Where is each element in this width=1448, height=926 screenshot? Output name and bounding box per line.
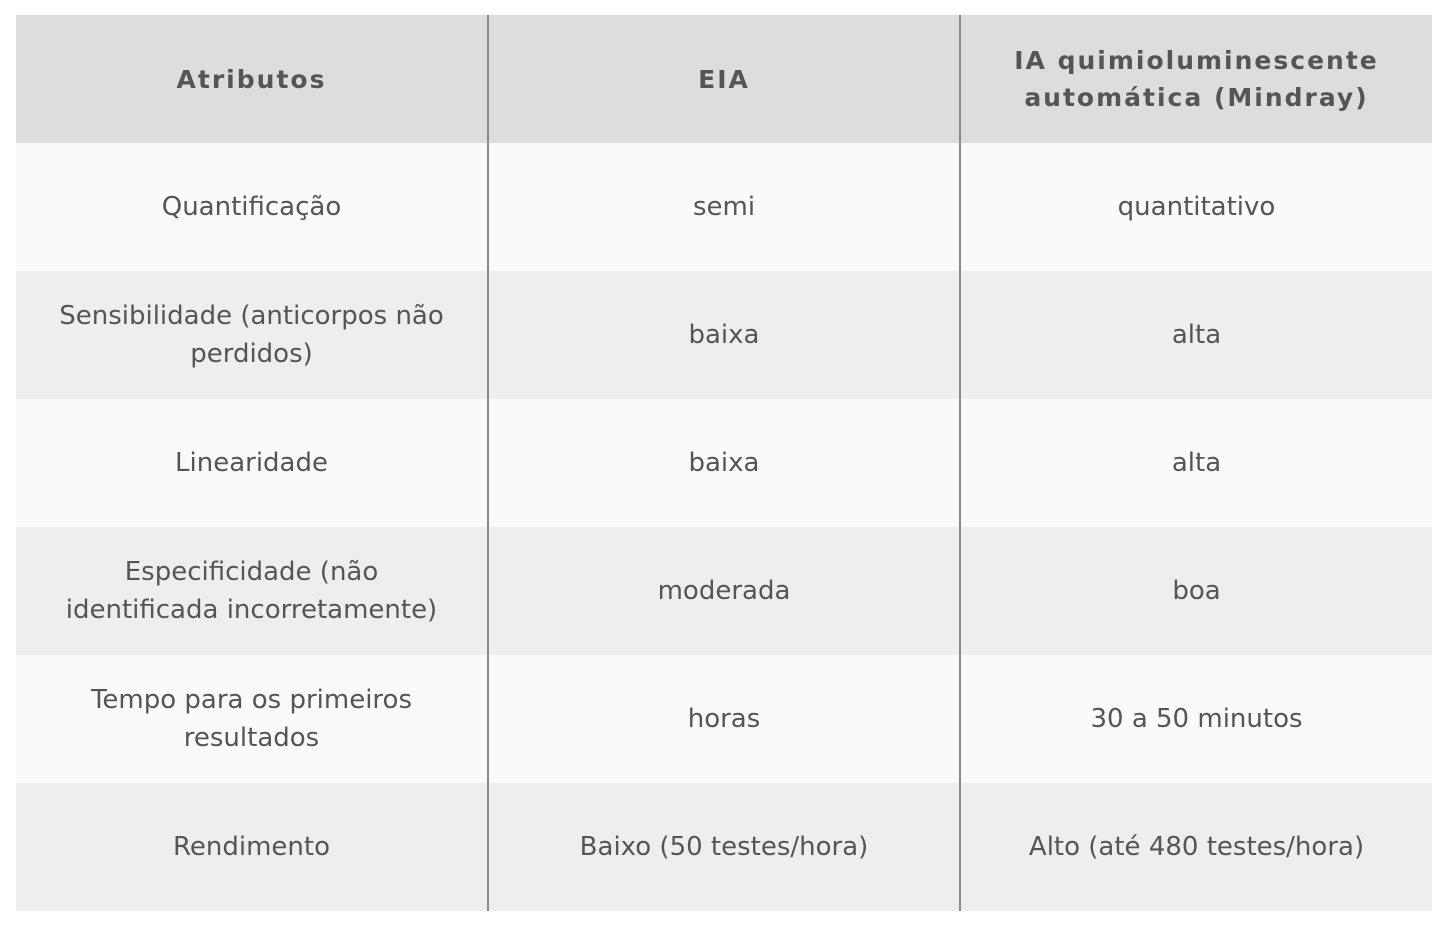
cell-chemiluminescent: Alto (até 480 testes/hora) [959, 783, 1432, 911]
table-row: Linearidade baixa alta [16, 399, 1432, 527]
cell-chemiluminescent: boa [959, 527, 1432, 655]
cell-eia: baixa [487, 399, 960, 527]
header-eia: EIA [487, 15, 960, 143]
cell-attribute: Sensibilidade (anticorpos não perdidos) [16, 271, 488, 399]
table-row: Quantificação semi quantitativo [16, 143, 1432, 271]
table-row: Rendimento Baixo (50 testes/hora) Alto (… [16, 783, 1432, 911]
comparison-table: Atributos EIA IA quimioluminescente auto… [16, 15, 1432, 911]
header-chemiluminescent: IA quimioluminescente automática (Mindra… [959, 15, 1432, 143]
cell-eia: moderada [487, 527, 960, 655]
cell-attribute: Linearidade [16, 399, 488, 527]
header-attributes: Atributos [16, 15, 488, 143]
cell-chemiluminescent: alta [959, 271, 1432, 399]
cell-eia: baixa [487, 271, 960, 399]
cell-attribute: Quantificação [16, 143, 488, 271]
table-row: Especificidade (não identificada incorre… [16, 527, 1432, 655]
cell-eia: horas [487, 655, 960, 783]
cell-eia: Baixo (50 testes/hora) [487, 783, 960, 911]
cell-eia: semi [487, 143, 960, 271]
cell-chemiluminescent: alta [959, 399, 1432, 527]
cell-chemiluminescent: quantitativo [959, 143, 1432, 271]
cell-attribute: Tempo para os primeiros resultados [16, 655, 488, 783]
table-row: Tempo para os primeiros resultados horas… [16, 655, 1432, 783]
cell-attribute: Rendimento [16, 783, 488, 911]
cell-attribute: Especificidade (não identificada incorre… [16, 527, 488, 655]
header-row: Atributos EIA IA quimioluminescente auto… [16, 15, 1432, 143]
cell-chemiluminescent: 30 a 50 minutos [959, 655, 1432, 783]
table-row: Sensibilidade (anticorpos não perdidos) … [16, 271, 1432, 399]
